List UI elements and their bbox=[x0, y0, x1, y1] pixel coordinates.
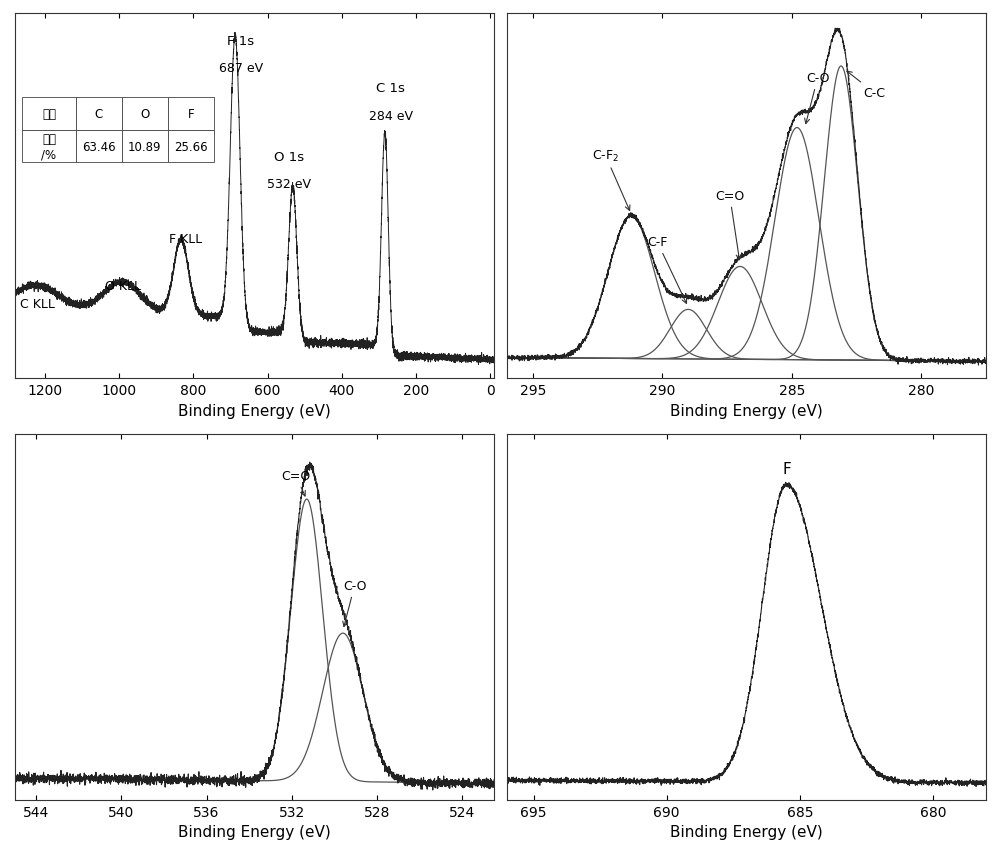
Text: 687 eV: 687 eV bbox=[219, 62, 263, 75]
X-axis label: Binding Energy (eV): Binding Energy (eV) bbox=[670, 824, 823, 839]
Text: C-O: C-O bbox=[805, 72, 829, 125]
Text: C-F: C-F bbox=[647, 235, 687, 304]
Text: C KLL: C KLL bbox=[20, 297, 55, 310]
Text: C=O: C=O bbox=[281, 469, 310, 496]
Text: 532 eV: 532 eV bbox=[267, 177, 311, 191]
Text: C-O: C-O bbox=[343, 579, 366, 627]
Text: C 1s: C 1s bbox=[376, 83, 405, 96]
Text: F: F bbox=[782, 461, 791, 477]
Text: 284 eV: 284 eV bbox=[369, 110, 413, 123]
Text: C=O: C=O bbox=[715, 189, 744, 260]
Text: C-F$_2$: C-F$_2$ bbox=[592, 148, 630, 212]
X-axis label: Binding Energy (eV): Binding Energy (eV) bbox=[178, 403, 331, 418]
Text: F KLL: F KLL bbox=[169, 232, 202, 246]
Text: O KLL: O KLL bbox=[105, 280, 141, 293]
Text: C-C: C-C bbox=[847, 72, 886, 101]
Text: F 1s: F 1s bbox=[227, 35, 254, 48]
X-axis label: Binding Energy (eV): Binding Energy (eV) bbox=[178, 824, 331, 839]
X-axis label: Binding Energy (eV): Binding Energy (eV) bbox=[670, 403, 823, 418]
Text: O 1s: O 1s bbox=[274, 150, 304, 164]
